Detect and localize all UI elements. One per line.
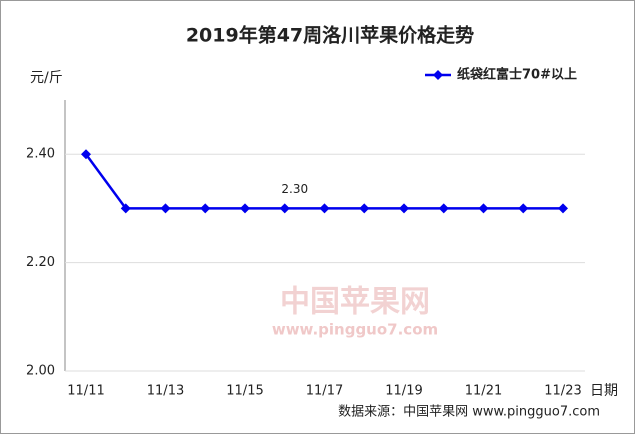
data-label: 2.30	[281, 182, 308, 196]
point	[200, 203, 211, 214]
point	[478, 203, 489, 214]
x-tick-label: 11/15	[226, 384, 263, 399]
legend-label: 纸袋红富士70#以上	[457, 67, 577, 83]
point	[279, 203, 290, 214]
watermark: 中国苹果网	[280, 285, 430, 320]
x-tick-label: 11/19	[385, 384, 422, 399]
point	[558, 203, 568, 214]
point	[81, 149, 91, 160]
legend-marker	[433, 70, 443, 80]
point	[518, 203, 529, 214]
point	[160, 203, 171, 214]
y-unit: 元/斤	[30, 70, 63, 86]
x-tick-label: 11/23	[544, 384, 581, 399]
y-tick-label: 2.40	[26, 147, 55, 162]
watermark: www.pingguo7.com	[272, 321, 438, 339]
y-tick-label: 2.00	[26, 364, 55, 379]
x-tick-label: 11/17	[306, 384, 343, 399]
y-tick-label: 2.20	[26, 255, 55, 270]
chart-title: 2019年第47周洛川苹果价格走势	[186, 24, 474, 47]
x-tick-label: 11/13	[147, 384, 184, 399]
point	[120, 203, 131, 214]
x-tick-label: 11/21	[465, 384, 502, 399]
x-label: 日期	[590, 383, 618, 399]
point	[438, 203, 449, 214]
point	[319, 203, 330, 214]
point	[399, 203, 409, 214]
point	[359, 203, 370, 214]
x-tick-label: 11/11	[67, 384, 104, 399]
point	[240, 203, 250, 214]
source: 数据来源：中国苹果网 www.pingguo7.com	[338, 405, 600, 420]
